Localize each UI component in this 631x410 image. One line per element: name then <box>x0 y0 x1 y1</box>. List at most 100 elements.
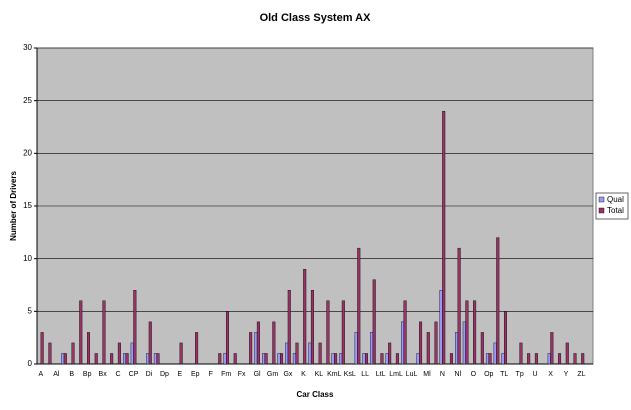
x-tick-label: Op <box>484 371 493 378</box>
chart-title: Old Class System AX <box>260 12 372 24</box>
bar <box>462 321 466 365</box>
bar <box>485 353 489 365</box>
bar <box>426 332 430 365</box>
bar <box>94 353 98 365</box>
legend-swatch <box>598 207 605 214</box>
bar <box>573 353 577 365</box>
bar <box>63 353 67 365</box>
bar <box>249 332 253 365</box>
y-axis-title: Number of Drivers <box>9 171 18 241</box>
bar <box>357 247 361 365</box>
bar <box>254 332 258 365</box>
bar <box>455 332 459 365</box>
bar <box>362 353 366 365</box>
bar <box>550 332 554 365</box>
x-tick-label: CP <box>129 371 139 378</box>
bar <box>280 353 284 365</box>
bar <box>380 353 384 365</box>
bar <box>148 321 152 365</box>
x-tick-label: O <box>471 371 477 378</box>
bar <box>534 353 538 365</box>
bar <box>61 353 65 365</box>
bar <box>501 353 505 365</box>
bar <box>233 353 237 365</box>
bar <box>86 332 90 365</box>
bar <box>130 342 134 365</box>
bar <box>339 353 343 365</box>
x-tick-label: Dp <box>160 371 169 378</box>
bar <box>547 353 551 365</box>
bar <box>442 110 446 365</box>
bar <box>372 279 376 365</box>
x-tick-label: Gx <box>283 371 292 378</box>
bar <box>388 342 392 365</box>
x-tick-label: KmL <box>327 371 342 378</box>
bar <box>488 353 492 365</box>
bar <box>434 321 438 365</box>
bar <box>125 353 129 365</box>
bar <box>449 353 453 365</box>
bar <box>264 353 268 365</box>
x-tick-label: Di <box>146 371 153 378</box>
y-tick-label: 10 <box>23 254 32 263</box>
bar <box>110 353 114 365</box>
x-tick-label: Ep <box>191 371 200 378</box>
y-tick-label: 15 <box>23 201 32 210</box>
bar <box>519 342 523 365</box>
bar <box>527 353 531 365</box>
bar <box>493 342 497 365</box>
bar <box>385 353 389 365</box>
bar <box>401 321 405 365</box>
x-tick-label: ZL <box>577 371 585 378</box>
x-tick-label: E <box>178 371 183 378</box>
bar <box>117 342 121 365</box>
bar <box>480 332 484 365</box>
bar <box>218 353 222 365</box>
bar <box>48 342 52 365</box>
bar <box>79 300 83 365</box>
x-tick-label: K <box>301 371 306 378</box>
bar <box>395 353 399 365</box>
bar <box>123 353 127 365</box>
x-tick-label: U <box>533 371 538 378</box>
bar <box>287 290 291 365</box>
x-tick-label: TL <box>500 371 508 378</box>
y-tick-label: 30 <box>23 43 32 52</box>
bar <box>133 290 137 365</box>
x-tick-label: Y <box>564 371 569 378</box>
bar <box>503 311 507 365</box>
bar <box>326 300 330 365</box>
bar <box>354 332 358 365</box>
x-tick-label: X <box>548 371 553 378</box>
bar <box>465 300 469 365</box>
bar <box>195 332 199 365</box>
bar <box>331 353 335 365</box>
bar <box>295 342 299 365</box>
bar <box>310 290 314 365</box>
x-tick-label: Ml <box>423 371 431 378</box>
bar <box>308 342 312 365</box>
bar <box>146 353 150 365</box>
x-tick-label: A <box>39 371 44 378</box>
legend-label: Qual <box>607 195 624 204</box>
x-tick-label: Bx <box>99 371 108 378</box>
bar <box>341 300 345 365</box>
x-tick-label: B <box>69 371 74 378</box>
x-tick-label: LL <box>361 371 369 378</box>
x-tick-label: Gm <box>267 371 278 378</box>
x-tick-label: Fx <box>238 371 246 378</box>
bar <box>292 353 296 365</box>
bar <box>457 247 461 365</box>
bar <box>565 342 569 365</box>
x-tick-label: Tp <box>516 371 524 378</box>
bar <box>225 311 229 365</box>
bar <box>581 353 585 365</box>
bar <box>277 353 281 365</box>
bar <box>71 342 75 365</box>
bar <box>153 353 157 365</box>
bar <box>416 353 420 365</box>
x-tick-label: KsL <box>344 371 356 378</box>
y-tick-label: 25 <box>23 96 32 105</box>
bar <box>156 353 160 365</box>
